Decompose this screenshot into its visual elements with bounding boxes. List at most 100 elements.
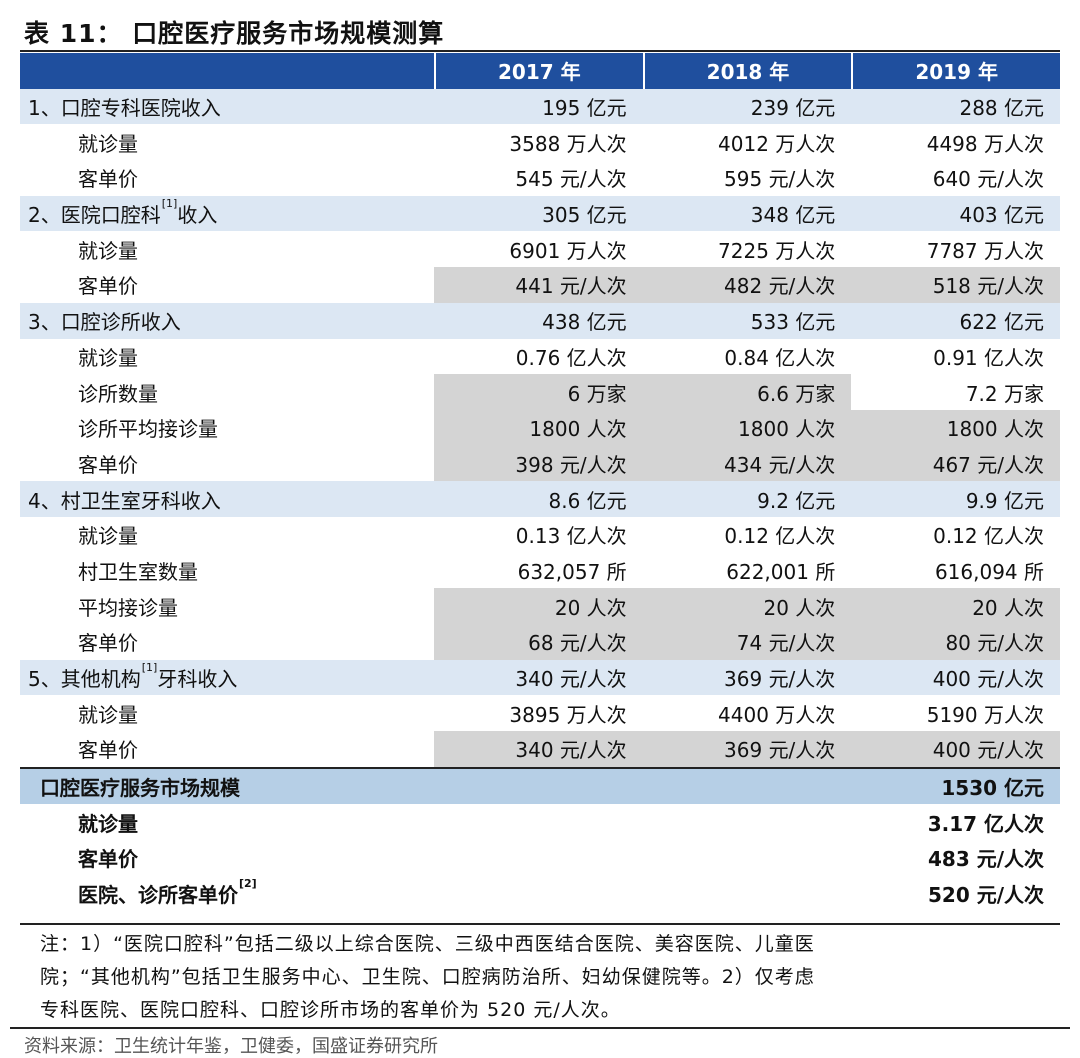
cell-2019: 400 元/人次 <box>851 659 1060 696</box>
table-note: 注：1）“医院口腔科”包括二级以上综合医院、三级中西医结合医院、美容医院、儿童医… <box>40 928 1055 1027</box>
table-row: 客单价 441 元/人次 482 元/人次 518 元/人次 <box>20 267 1060 303</box>
cell-2019: 616,094 所 <box>934 559 1044 584</box>
cell-2017: 0.76 亿人次 <box>515 345 627 370</box>
total-row: 客单价 483 元/人次 <box>20 840 1060 876</box>
cell-2017: 68 元/人次 <box>434 624 643 660</box>
cell-2018: 434 元/人次 <box>642 445 852 482</box>
market-size-table: 2017 年 2018 年 2019 年 1、口腔专科医院收入 195 亿元 2… <box>20 53 1060 912</box>
cell-2019: 288 亿元 <box>851 88 1060 125</box>
row-label-text: 2、医院口腔科 <box>28 203 161 228</box>
cell-2018: 20 人次 <box>642 588 852 624</box>
top-rule <box>20 50 1060 52</box>
header-cell-2019: 2019 年 <box>851 53 1060 89</box>
total-empty-cell <box>643 840 852 876</box>
cell-2019: 4498 万人次 <box>926 131 1044 156</box>
header-cell-2018: 2018 年 <box>642 53 852 89</box>
table-row: 就诊量 3588 万人次 4012 万人次 4498 万人次 <box>20 124 1060 160</box>
cell-2017: 441 元/人次 <box>434 267 643 303</box>
row-label: 诊所数量 <box>78 381 158 406</box>
total-empty-cell <box>434 876 643 912</box>
cell-2017: 1800 人次 <box>434 409 643 446</box>
cell-2018: 369 元/人次 <box>642 659 852 696</box>
cell-2018: 6.6 万家 <box>642 374 852 410</box>
header-row: 2017 年 2018 年 2019 年 <box>20 53 1060 89</box>
cell-2017: 195 亿元 <box>434 88 643 125</box>
cell-2017: 6 万家 <box>434 374 643 410</box>
total-row: 医院、诊所客单价[2] 520 元/人次 <box>20 876 1060 912</box>
row-label-text: 5、其他机构 <box>28 667 141 692</box>
row-label: 就诊量 <box>78 702 138 727</box>
cell-2017: 6901 万人次 <box>509 238 627 263</box>
row-label: 3、口腔诊所收入 <box>20 302 434 339</box>
cell-2019: 0.91 亿人次 <box>933 345 1044 370</box>
cell-2018: 74 元/人次 <box>642 624 852 660</box>
table-row: 客单价 545 元/人次 595 元/人次 640 元/人次 <box>20 160 1060 196</box>
cell-2019: 7787 万人次 <box>926 238 1044 263</box>
cell-2017: 8.6 亿元 <box>434 481 643 517</box>
row-label: 就诊量 <box>78 524 138 549</box>
cell-2018: 1800 人次 <box>642 409 852 446</box>
cell-2019: 9.9 亿元 <box>851 481 1060 517</box>
table-row: 客单价 68 元/人次 74 元/人次 80 元/人次 <box>20 624 1060 660</box>
total-label: 客单价 <box>78 847 138 872</box>
row-label: 村卫生室数量 <box>78 559 198 584</box>
row-label: 就诊量 <box>78 238 138 263</box>
total-row: 就诊量 3.17 亿人次 <box>20 804 1060 840</box>
total-empty-cell <box>642 766 852 805</box>
table-row: 就诊量 3895 万人次 4400 万人次 5190 万人次 <box>20 695 1060 731</box>
cell-2018: 595 元/人次 <box>724 167 836 192</box>
cell-2018: 533 亿元 <box>642 302 852 339</box>
cell-2018: 622,001 所 <box>726 559 836 584</box>
cell-2018: 348 亿元 <box>642 195 852 232</box>
row-label: 4、村卫生室牙科收入 <box>20 481 434 517</box>
category-row-specialty-hospital: 1、口腔专科医院收入 195 亿元 239 亿元 288 亿元 <box>20 88 1060 125</box>
cell-2017: 3588 万人次 <box>509 131 627 156</box>
row-label: 2、医院口腔科[1]收入 <box>20 195 434 232</box>
cell-2019: 20 人次 <box>851 588 1060 624</box>
cell-2017: 340 元/人次 <box>434 659 643 696</box>
cell-2018: 0.12 亿人次 <box>724 524 836 549</box>
note-line: 院；“其他机构”包括卫生服务中心、卫生院、口腔病防治所、妇幼保健院等。2）仅考虑 <box>40 966 815 988</box>
total-label-text: 医院、诊所客单价 <box>78 883 238 908</box>
cell-2017: 545 元/人次 <box>515 167 627 192</box>
cell-2018: 7225 万人次 <box>718 238 836 263</box>
row-label: 客单价 <box>78 738 138 763</box>
row-label: 就诊量 <box>78 131 138 156</box>
row-label: 客单价 <box>78 167 138 192</box>
row-label-suffix: 牙科收入 <box>157 667 238 692</box>
cell-2017: 3895 万人次 <box>509 702 627 727</box>
cell-2017: 398 元/人次 <box>434 445 643 482</box>
row-label: 客单价 <box>78 631 138 656</box>
cell-2017: 438 亿元 <box>434 302 643 339</box>
total-value: 520 元/人次 <box>927 883 1044 908</box>
cell-2019: 518 元/人次 <box>851 267 1060 303</box>
cell-2018: 369 元/人次 <box>642 731 852 767</box>
cell-2019: 0.12 亿人次 <box>933 524 1044 549</box>
cell-2018: 4012 万人次 <box>718 131 836 156</box>
cell-2018: 0.84 亿人次 <box>724 345 836 370</box>
total-empty-cell <box>643 804 852 840</box>
footnote-marker: [1] <box>161 197 178 211</box>
total-row-market-size: 口腔医疗服务市场规模 1530 亿元 <box>20 766 1060 805</box>
total-label: 就诊量 <box>78 811 138 836</box>
total-empty-cell <box>434 766 643 805</box>
note-rule <box>20 923 1060 925</box>
cell-2019: 5190 万人次 <box>926 702 1044 727</box>
note-line: 专科医院、医院口腔科、口腔诊所市场的客单价为 520 元/人次。 <box>40 999 621 1021</box>
cell-2019: 467 元/人次 <box>851 445 1060 482</box>
cell-2017: 632,057 所 <box>517 559 627 584</box>
row-label: 平均接诊量 <box>78 595 178 620</box>
total-value: 483 元/人次 <box>927 847 1044 872</box>
header-cell-label <box>20 53 434 89</box>
table-row: 就诊量 6901 万人次 7225 万人次 7787 万人次 <box>20 231 1060 267</box>
table-title: 表 11： 口腔医疗服务市场规模测算 <box>24 19 445 48</box>
total-value: 3.17 亿人次 <box>927 811 1044 836</box>
total-label: 口腔医疗服务市场规模 <box>20 766 434 805</box>
cell-2017: 340 元/人次 <box>434 731 643 767</box>
category-row-hospital-dept: 2、医院口腔科[1]收入 305 亿元 348 亿元 403 亿元 <box>20 195 1060 232</box>
cell-2017: 305 亿元 <box>434 195 643 232</box>
row-label: 客单价 <box>78 274 138 299</box>
total-empty-cell <box>434 804 643 840</box>
table-row: 诊所数量 6 万家 6.6 万家 7.2 万家 <box>20 374 1060 410</box>
table-row: 诊所平均接诊量 1800 人次 1800 人次 1800 人次 <box>20 409 1060 446</box>
